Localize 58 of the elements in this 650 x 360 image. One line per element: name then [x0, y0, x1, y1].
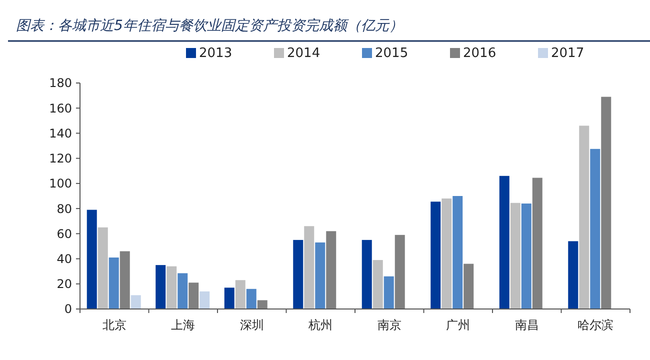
bar [510, 202, 520, 309]
bar [568, 241, 578, 309]
bar [246, 288, 256, 309]
bar [257, 300, 268, 309]
chart-title: 图表：各城市近5年住宿与餐饮业固定资产投资完成额（亿元） [16, 18, 403, 34]
bar [235, 280, 246, 309]
bar [108, 258, 119, 309]
bar [315, 242, 326, 309]
bar [156, 265, 166, 309]
bar [188, 282, 199, 309]
bar [326, 231, 336, 309]
bar [362, 240, 372, 309]
y-tick-label: 120 [49, 152, 72, 166]
legend-label: 2016 [463, 46, 496, 61]
legend-label: 2017 [551, 46, 584, 61]
x-tick-label: 广州 [446, 318, 470, 332]
bar [590, 148, 600, 309]
y-tick-label: 180 [49, 76, 72, 90]
bar [98, 227, 108, 309]
x-tick-label: 上海 [171, 318, 196, 332]
bar [464, 264, 474, 309]
bar [120, 251, 130, 309]
x-tick-label: 北京 [102, 318, 126, 332]
y-tick-label: 100 [49, 176, 72, 191]
x-tick-label: 南昌 [514, 318, 539, 332]
bar [601, 96, 612, 309]
bar [178, 273, 188, 309]
bar [304, 226, 314, 309]
y-tick-label: 60 [56, 226, 72, 241]
y-tick-label: 140 [49, 126, 72, 140]
bar [579, 126, 590, 309]
bar [532, 178, 542, 309]
bar [499, 176, 510, 309]
bar [521, 204, 532, 309]
legend-label: 2013 [199, 46, 232, 61]
y-tick-label: 40 [56, 252, 72, 266]
x-tick-label: 深圳 [240, 318, 264, 332]
bar [166, 266, 177, 309]
y-tick-label: 20 [56, 277, 72, 292]
x-tick-label: 哈尔滨 [578, 318, 614, 332]
bar [130, 295, 141, 309]
bar [372, 260, 383, 309]
bar [293, 240, 304, 309]
bar [200, 291, 210, 309]
y-tick-label: 160 [49, 101, 72, 116]
bar [224, 288, 234, 309]
bar [452, 196, 463, 309]
bar [430, 202, 441, 309]
bar [86, 210, 97, 309]
x-tick-label: 杭州 [308, 318, 333, 332]
bar [442, 198, 452, 309]
legend-label: 2015 [375, 46, 408, 61]
x-tick-label: 南京 [377, 318, 402, 332]
legend-label: 2014 [287, 46, 320, 61]
bar [394, 234, 405, 309]
y-tick-label: 0 [64, 302, 72, 316]
y-tick-label: 80 [56, 202, 72, 216]
bar [384, 276, 394, 309]
